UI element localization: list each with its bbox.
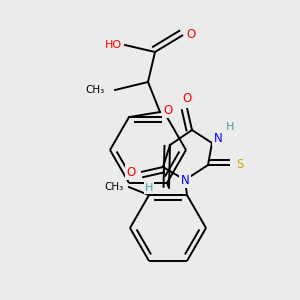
Text: H: H bbox=[226, 122, 234, 132]
Text: O: O bbox=[126, 166, 136, 178]
Text: CH₃: CH₃ bbox=[104, 182, 124, 192]
Text: N: N bbox=[181, 173, 189, 187]
Text: S: S bbox=[236, 158, 244, 172]
Text: O: O bbox=[164, 103, 172, 116]
Text: N: N bbox=[214, 131, 222, 145]
Text: HO: HO bbox=[104, 40, 122, 50]
Text: O: O bbox=[186, 28, 196, 41]
Text: H: H bbox=[145, 183, 153, 193]
Text: CH₃: CH₃ bbox=[85, 85, 105, 95]
Text: O: O bbox=[182, 92, 192, 104]
